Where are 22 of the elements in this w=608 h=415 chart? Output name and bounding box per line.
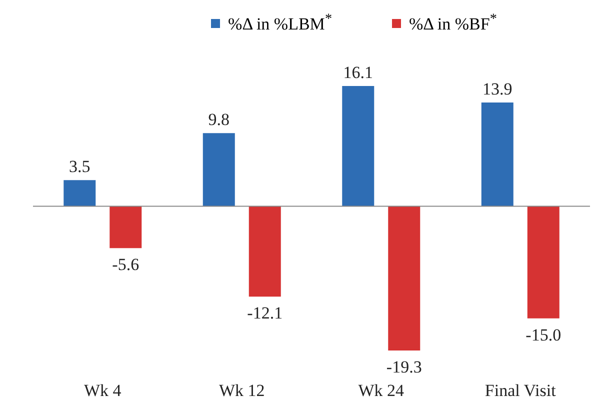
legend-label: %Δ in %LBM$^{*}$ — [228, 11, 332, 35]
x-tick-label: Wk 24 — [358, 381, 405, 400]
data-label: -5.6 — [112, 255, 140, 274]
bar — [342, 86, 374, 206]
data-label: -12.1 — [247, 304, 283, 323]
data-label: 16.1 — [343, 63, 374, 82]
data-label: 9.8 — [208, 110, 230, 130]
legend-label: %Δ in %BF$^{*}$ — [409, 11, 497, 35]
data-label: 13.9 — [482, 79, 512, 98]
x-tick-label: Wk 12 — [218, 381, 265, 400]
bar — [64, 180, 96, 206]
data-label: -19.3 — [386, 357, 422, 376]
bar — [527, 206, 560, 318]
x-tick-label: Final Visit — [484, 381, 556, 400]
data-label: 3.5 — [69, 157, 90, 176]
bar — [481, 102, 514, 206]
x-tick-label: Wk 4 — [84, 381, 122, 400]
data-label: -15.0 — [526, 325, 562, 344]
bar — [110, 206, 142, 248]
bar — [388, 206, 420, 350]
bar — [202, 133, 235, 206]
bar — [248, 206, 281, 297]
